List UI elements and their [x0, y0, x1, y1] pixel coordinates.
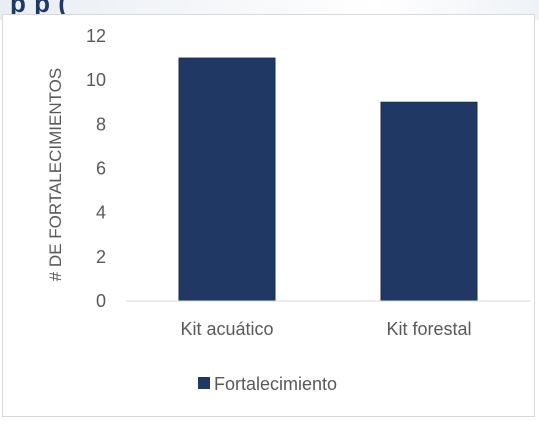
y-tick-label: 0 — [96, 291, 106, 311]
bar — [178, 57, 276, 302]
y-tick-label: 12 — [86, 26, 106, 46]
x-tick-label: Kit acuático — [180, 319, 273, 339]
y-axis-label: # DE FORTALECIMIENTOS — [46, 68, 65, 282]
y-tick-label: 10 — [86, 70, 106, 90]
bar-chart: 0 2 4 6 8 10 12 Kit acuático Kit forestal # DE … — [46, 26, 530, 394]
chart-area: 0 2 4 6 8 10 12 Kit acuático Kit forestal # DE … — [2, 14, 535, 417]
y-tick-label: 8 — [96, 114, 106, 134]
bar — [380, 101, 478, 302]
legend: Fortalecimiento — [198, 374, 337, 394]
x-axis-ticks: Kit acuático Kit forestal — [180, 319, 471, 339]
header-fragment-text: p p ( — [10, 0, 68, 18]
legend-label: Fortalecimiento — [214, 374, 337, 394]
y-tick-label: 2 — [96, 247, 106, 267]
x-tick-label: Kit forestal — [386, 319, 471, 339]
bars-group — [178, 57, 478, 302]
legend-swatch — [198, 377, 210, 389]
y-tick-label: 6 — [96, 159, 106, 179]
y-tick-label: 4 — [96, 203, 106, 223]
y-axis-ticks: 0 2 4 6 8 10 12 — [86, 26, 106, 311]
